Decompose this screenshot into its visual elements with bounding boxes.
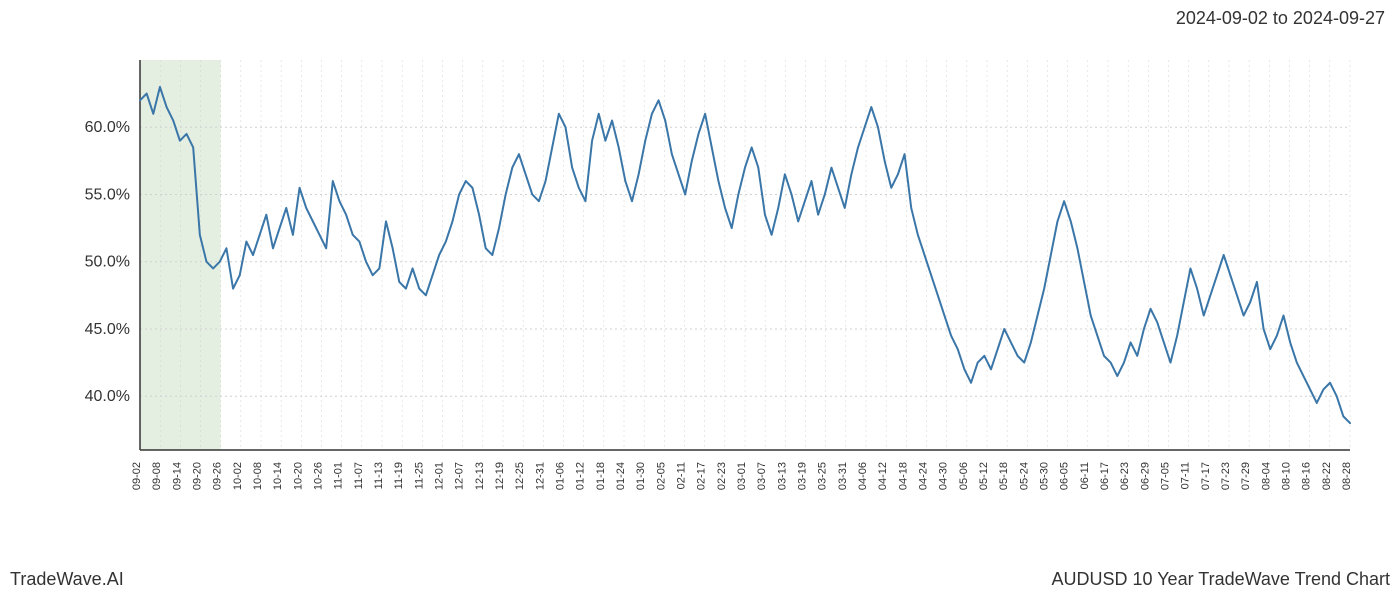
x-tick-label: 07-17 (1200, 462, 1212, 490)
x-tick-label: 11-13 (373, 462, 385, 489)
x-tick-label: 09-08 (151, 462, 163, 490)
chart-container: 40.0% 45.0% 50.0% 55.0% 60.0% 09-02 09-08 09-14… (60, 50, 1360, 520)
x-tick-label: 03-07 (756, 462, 768, 490)
x-tick-label: 10-20 (292, 462, 304, 490)
x-tick-label: 07-11 (1180, 462, 1192, 489)
x-tick-label: 02-23 (716, 462, 728, 490)
x-tick-label: 08-10 (1281, 462, 1293, 490)
x-tick-label: 04-30 (938, 462, 950, 490)
x-tick-label: 12-13 (474, 462, 486, 490)
x-tick-label: 02-05 (655, 462, 667, 490)
x-tick-label: 01-30 (635, 462, 647, 490)
x-tick-label: 10-14 (272, 462, 284, 490)
x-tick-label: 06-23 (1119, 462, 1131, 490)
x-tick-label: 07-05 (1160, 462, 1172, 490)
x-tick-label: 11-25 (413, 462, 425, 489)
x-tick-label: 12-31 (534, 462, 546, 490)
x-tick-label: 11-01 (333, 462, 345, 489)
x-tick-label: 05-30 (1039, 462, 1051, 490)
x-tick-label: 09-14 (171, 462, 183, 490)
x-tick-label: 01-24 (615, 462, 627, 490)
x-tick-label: 05-24 (1018, 462, 1030, 490)
x-tick-label: 03-25 (817, 462, 829, 490)
x-tick-label: 08-28 (1341, 462, 1353, 490)
x-tick-label: 04-12 (877, 462, 889, 490)
x-tick-label: 11-19 (393, 462, 405, 489)
x-tick-label: 05-18 (998, 462, 1010, 490)
x-tick-label: 10-26 (313, 462, 325, 490)
x-tick-label: 02-17 (696, 462, 708, 490)
x-tick-label: 10-08 (252, 462, 264, 490)
x-tick-label: 12-07 (454, 462, 466, 490)
x-tick-label: 06-11 (1079, 462, 1091, 489)
x-tick-label: 06-17 (1099, 462, 1111, 490)
x-tick-label: 12-01 (434, 462, 446, 490)
x-tick-label: 08-04 (1260, 462, 1272, 490)
brand-label: TradeWave.AI (10, 569, 124, 590)
x-tick-label: 01-18 (595, 462, 607, 490)
x-tick-label: 05-12 (978, 462, 990, 490)
y-tick-label: 60.0% (85, 119, 130, 136)
x-tick-label: 09-26 (212, 462, 224, 490)
y-tick-label: 55.0% (85, 186, 130, 203)
y-tick-label: 40.0% (85, 388, 130, 405)
x-tick-label: 08-16 (1301, 462, 1313, 490)
x-tick-label: 04-18 (897, 462, 909, 490)
y-tick-label: 50.0% (85, 254, 130, 271)
x-tick-label: 06-29 (1139, 462, 1151, 490)
x-tick-label: 07-23 (1220, 462, 1232, 490)
x-tick-label: 03-13 (776, 462, 788, 490)
x-tick-label: 11-07 (353, 462, 365, 489)
x-tick-label: 04-24 (918, 462, 930, 490)
trend-line-chart: 40.0% 45.0% 50.0% 55.0% 60.0% 09-02 09-08 09-14… (60, 50, 1360, 520)
x-tick-label: 03-01 (736, 462, 748, 490)
x-tick-label: 09-20 (192, 462, 204, 490)
x-tick-label: 07-29 (1240, 462, 1252, 490)
x-tick-label: 02-11 (676, 462, 688, 489)
x-tick-label: 09-02 (131, 462, 143, 490)
x-tick-label: 04-06 (857, 462, 869, 490)
x-tick-label: 03-31 (837, 462, 849, 490)
x-tick-label: 10-02 (232, 462, 244, 490)
x-tick-label: 06-05 (1059, 462, 1071, 490)
x-tick-label: 05-06 (958, 462, 970, 490)
x-tick-label: 01-06 (555, 462, 567, 490)
x-tick-label: 12-19 (494, 462, 506, 490)
x-tick-label: 03-19 (797, 462, 809, 490)
y-tick-label: 45.0% (85, 321, 130, 338)
x-tick-label: 12-25 (514, 462, 526, 490)
chart-title: AUDUSD 10 Year TradeWave Trend Chart (1052, 569, 1391, 590)
x-tick-label: 08-22 (1321, 462, 1333, 490)
date-range-label: 2024-09-02 to 2024-09-27 (1176, 8, 1385, 29)
x-tick-label: 01-12 (575, 462, 587, 490)
